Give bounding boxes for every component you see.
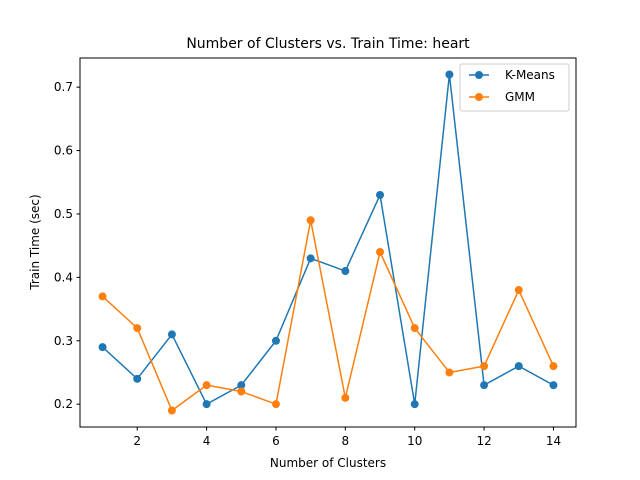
plot-frame	[79, 57, 577, 428]
data-point-gmm	[237, 387, 246, 396]
y-axis-label: Train Time (sec)	[28, 194, 42, 290]
x-tick-label: 14	[546, 434, 561, 448]
data-point-k-means	[514, 362, 523, 371]
legend: K-Means GMM	[459, 63, 570, 112]
data-point-k-means	[98, 343, 107, 352]
data-point-gmm	[445, 368, 454, 377]
data-point-gmm	[202, 381, 211, 390]
data-point-k-means	[445, 70, 454, 79]
data-point-k-means	[167, 330, 176, 339]
series-line-gmm	[102, 219, 555, 412]
y-tick-label: 0.7	[54, 80, 73, 94]
y-tick-label: 0.6	[54, 144, 73, 158]
legend-gmm-label: GMM	[505, 90, 535, 104]
x-axis-label: Number of Clusters	[270, 456, 386, 470]
data-point-k-means	[237, 381, 246, 390]
series-layer	[98, 70, 558, 415]
data-point-k-means	[410, 400, 419, 409]
data-point-k-means	[376, 190, 385, 199]
x-tick-label: 8	[342, 434, 350, 448]
y-tick-label: 0.5	[54, 207, 73, 221]
y-tick-label: 0.2	[54, 397, 73, 411]
y-tick-label: 0.4	[54, 270, 73, 284]
data-point-k-means	[480, 381, 489, 390]
legend-kmeans-marker	[475, 71, 483, 79]
y-tick-label: 0.3	[54, 334, 73, 348]
x-tick-label: 12	[476, 434, 491, 448]
x-tick-label: 10	[407, 434, 422, 448]
x-tick-label: 2	[133, 434, 141, 448]
data-point-k-means	[271, 336, 280, 345]
data-point-gmm	[514, 286, 523, 295]
series-line-k-means	[102, 73, 554, 405]
legend-gmm-marker	[475, 93, 483, 101]
data-point-gmm	[480, 362, 489, 371]
chart-title: Number of Clusters vs. Train Time: heart	[186, 36, 470, 52]
data-point-gmm	[341, 393, 350, 402]
data-point-gmm	[410, 324, 419, 333]
x-tick-label: 6	[272, 434, 280, 448]
data-point-k-means	[202, 400, 211, 409]
data-point-gmm	[376, 248, 385, 257]
x-axis-ticks: 2 4 6 8 10 12 14	[133, 427, 561, 448]
data-point-gmm	[167, 406, 176, 415]
plot-area	[80, 58, 576, 427]
data-point-gmm	[306, 216, 315, 225]
data-point-k-means	[306, 254, 315, 263]
data-point-k-means	[341, 267, 350, 276]
legend-kmeans-label: K-Means	[505, 68, 555, 82]
data-point-gmm	[271, 400, 280, 409]
data-point-k-means	[133, 374, 142, 383]
data-point-k-means	[549, 381, 558, 390]
x-tick-label: 4	[203, 434, 211, 448]
data-point-gmm	[549, 362, 558, 371]
y-axis-ticks: 0.2 0.3 0.4 0.5 0.6 0.7	[54, 80, 80, 411]
data-point-gmm	[98, 292, 107, 301]
data-point-gmm	[133, 324, 142, 333]
